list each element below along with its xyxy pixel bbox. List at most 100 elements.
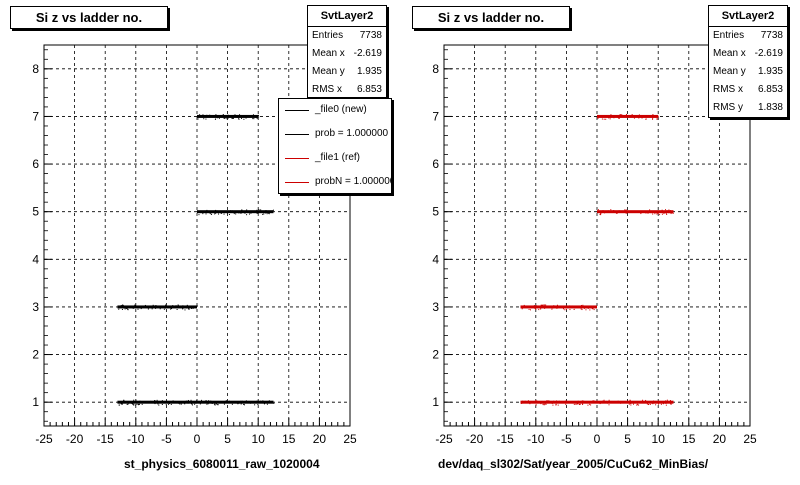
data-point [655,404,657,406]
data-point [583,401,585,403]
data-point [662,403,664,405]
data-point [207,210,209,212]
data-point [118,404,120,406]
data-point [650,212,652,214]
data-point [551,305,553,307]
data-point [233,213,235,215]
data-point [552,306,554,308]
data-point [161,400,163,402]
data-point [121,304,123,306]
data-point [234,114,236,116]
data-point [164,307,166,309]
data-point [582,403,584,405]
data-point [173,305,175,307]
data-point [257,401,259,403]
data-point [246,214,248,216]
data-point [575,403,577,405]
y-tick-label: 8 [432,62,439,76]
stats-label: Mean x [312,48,345,59]
data-point [669,211,671,213]
data-point [666,210,668,212]
data-point [589,403,591,405]
data-point [540,403,542,405]
data-point [610,209,612,211]
data-point [179,403,181,405]
data-band-1 [520,399,674,406]
data-point [216,212,218,214]
data-point [245,117,247,119]
data-point [212,211,214,213]
data-point [659,214,661,216]
data-point [562,308,564,310]
data-point [268,400,270,402]
data-point [184,403,186,405]
data-point [605,115,607,117]
data-point [214,404,216,406]
data-point [202,114,204,116]
data-point [199,403,201,405]
data-point [178,402,180,404]
data-point [252,114,254,116]
data-point [168,403,170,405]
data-point [262,213,264,215]
data-point [669,210,671,212]
x-tick-label: 5 [624,432,631,446]
data-point [542,402,544,404]
legend-label: _file1 (ref) [315,152,361,163]
stats-label: RMS x [312,84,342,95]
data-point [233,114,235,116]
data-point [615,115,617,117]
data-point [569,309,571,311]
data-point [613,115,615,117]
data-point [536,305,538,307]
data-point [203,118,205,120]
data-point [572,306,574,308]
data-point [175,306,177,308]
data-point [582,402,584,404]
data-point [618,117,620,119]
stats-box-left: SvtLayer2 Entries 7738 Mean x -2.619 Mea… [307,5,387,98]
y-tick-label: 1 [32,395,39,409]
data-point [170,403,172,405]
data-point [535,404,537,406]
y-tick-label: 2 [432,348,439,362]
data-point [191,404,193,406]
data-point [192,307,194,309]
data-point [155,305,157,307]
data-point [201,401,203,403]
data-point [196,305,198,307]
data-point [191,307,193,309]
data-point [266,213,268,215]
data-point [122,304,124,306]
data-band-core [597,210,674,214]
data-point [546,400,548,402]
data-point [551,308,553,310]
legend-entry-prob: prob = 1.000000 [279,123,391,147]
stats-label: Entries [312,30,344,41]
data-point [620,402,622,404]
data-point [672,212,674,214]
data-point [633,117,635,119]
data-point [555,403,557,405]
data-point [652,118,654,120]
data-point [671,402,673,404]
data-point [185,400,187,402]
data-point [605,118,607,120]
data-point [255,117,257,119]
data-point [665,212,667,214]
data-point [573,309,575,311]
data-point [154,400,156,402]
data-point [257,211,259,213]
data-point [134,304,136,306]
data-point [263,403,265,405]
data-point [521,308,523,310]
data-point [580,308,582,310]
data-point [126,306,128,308]
data-point [156,399,158,401]
data-point [256,400,258,402]
data-point [653,115,655,117]
data-point [602,400,604,402]
data-point [197,118,199,120]
data-point [243,118,245,120]
data-point [167,307,169,309]
